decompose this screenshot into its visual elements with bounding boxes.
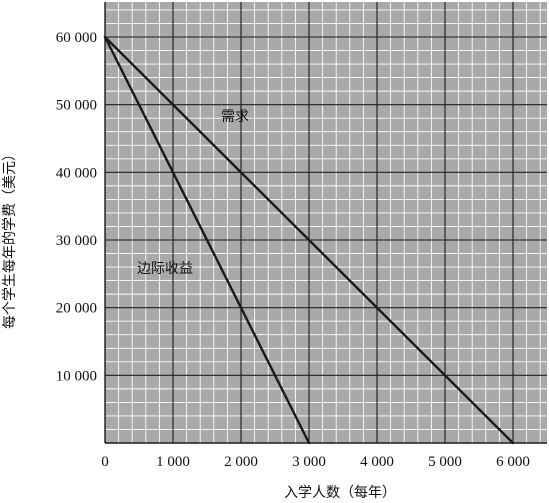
series-label-demand: 需求 — [221, 109, 249, 125]
x-axis-ticks: 0 1 000 2 000 3 000 4 000 5 000 6 000 — [101, 454, 530, 470]
y-tick-label: 40 000 — [56, 165, 97, 181]
major-grid — [104, 2, 547, 444]
y-tick-label: 60 000 — [56, 30, 97, 46]
y-tick-label: 30 000 — [56, 233, 97, 249]
series-lines — [103, 35, 515, 445]
x-tick-label: 4 000 — [360, 454, 394, 470]
x-tick-label: 5 000 — [428, 454, 462, 470]
y-axis-title: 每个学生每年的学费（美元） — [2, 147, 18, 329]
series-line-0 — [103, 35, 515, 445]
x-tick-label: 3 000 — [292, 454, 326, 470]
plot-area — [105, 2, 547, 443]
x-tick-label: 2 000 — [224, 454, 258, 470]
y-axis-ticks: 10 000 20 000 30 000 40 000 50 000 60 000 — [56, 30, 97, 384]
x-tick-label: 1 000 — [156, 454, 190, 470]
series-label-marginal-revenue: 边际收益 — [137, 261, 193, 277]
x-tick-label: 0 — [101, 454, 109, 470]
x-axis-title: 入学人数（每年） — [284, 485, 396, 501]
y-tick-label: 10 000 — [56, 368, 97, 384]
x-tick-label: 6 000 — [496, 454, 530, 470]
series-line-1 — [103, 35, 311, 445]
y-tick-label: 20 000 — [56, 301, 97, 317]
y-tick-label: 50 000 — [56, 98, 97, 114]
